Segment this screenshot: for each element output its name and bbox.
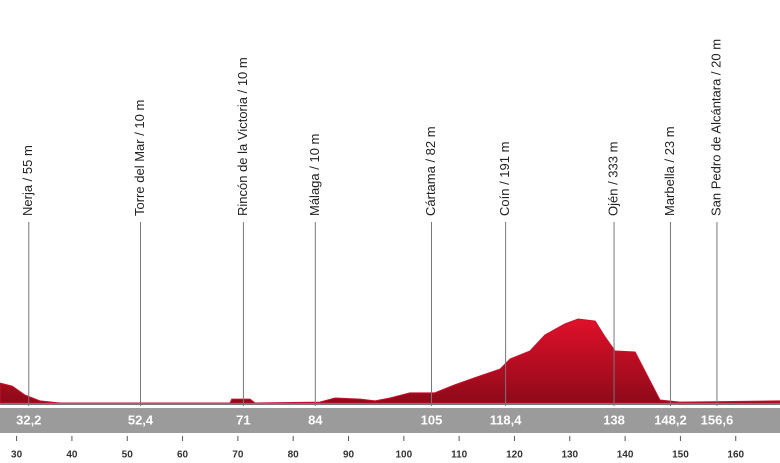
- town-label: Málaga / 10 m: [307, 134, 322, 216]
- x-tick-label: 150: [672, 450, 689, 461]
- x-tick-label: 30: [11, 450, 23, 461]
- x-tick-label: 160: [727, 450, 744, 461]
- x-tick-label: 120: [506, 450, 523, 461]
- x-tick-label: 50: [122, 450, 134, 461]
- km-label: 118,4: [490, 412, 523, 427]
- km-label: 52,4: [128, 412, 154, 427]
- profile-area: [0, 318, 780, 404]
- x-tick-label: 100: [395, 450, 412, 461]
- x-tick-label: 90: [343, 450, 355, 461]
- x-tick-label: 130: [561, 450, 578, 461]
- town-label: Ojén / 333 m: [605, 142, 620, 216]
- town-label: Torre del Mar / 10 m: [132, 100, 147, 216]
- town-label: Marbella / 23 m: [662, 126, 677, 216]
- town-label: San Pedro de Alcántara / 20 m: [708, 39, 723, 216]
- x-tick-label: 70: [232, 450, 244, 461]
- km-band: [0, 408, 780, 433]
- km-label: 84: [308, 412, 323, 427]
- x-tick-label: 60: [177, 450, 189, 461]
- km-label: 105: [421, 412, 443, 427]
- km-label: 71: [236, 412, 250, 427]
- town-label: Nerja / 55 m: [20, 145, 35, 216]
- km-label: 156,6: [701, 412, 734, 427]
- town-label: Coín / 191 m: [497, 142, 512, 216]
- x-tick-label: 110: [451, 450, 468, 461]
- x-tick-label: 140: [617, 450, 634, 461]
- x-tick-label: 80: [288, 450, 300, 461]
- x-tick-label: 40: [66, 450, 78, 461]
- km-label: 148,2: [654, 412, 687, 427]
- town-label: Rincón de la Victoria / 10 m: [235, 57, 250, 216]
- km-label: 32,2: [16, 412, 41, 427]
- town-label: Cártama / 82 m: [423, 126, 438, 216]
- km-label: 138: [603, 412, 625, 427]
